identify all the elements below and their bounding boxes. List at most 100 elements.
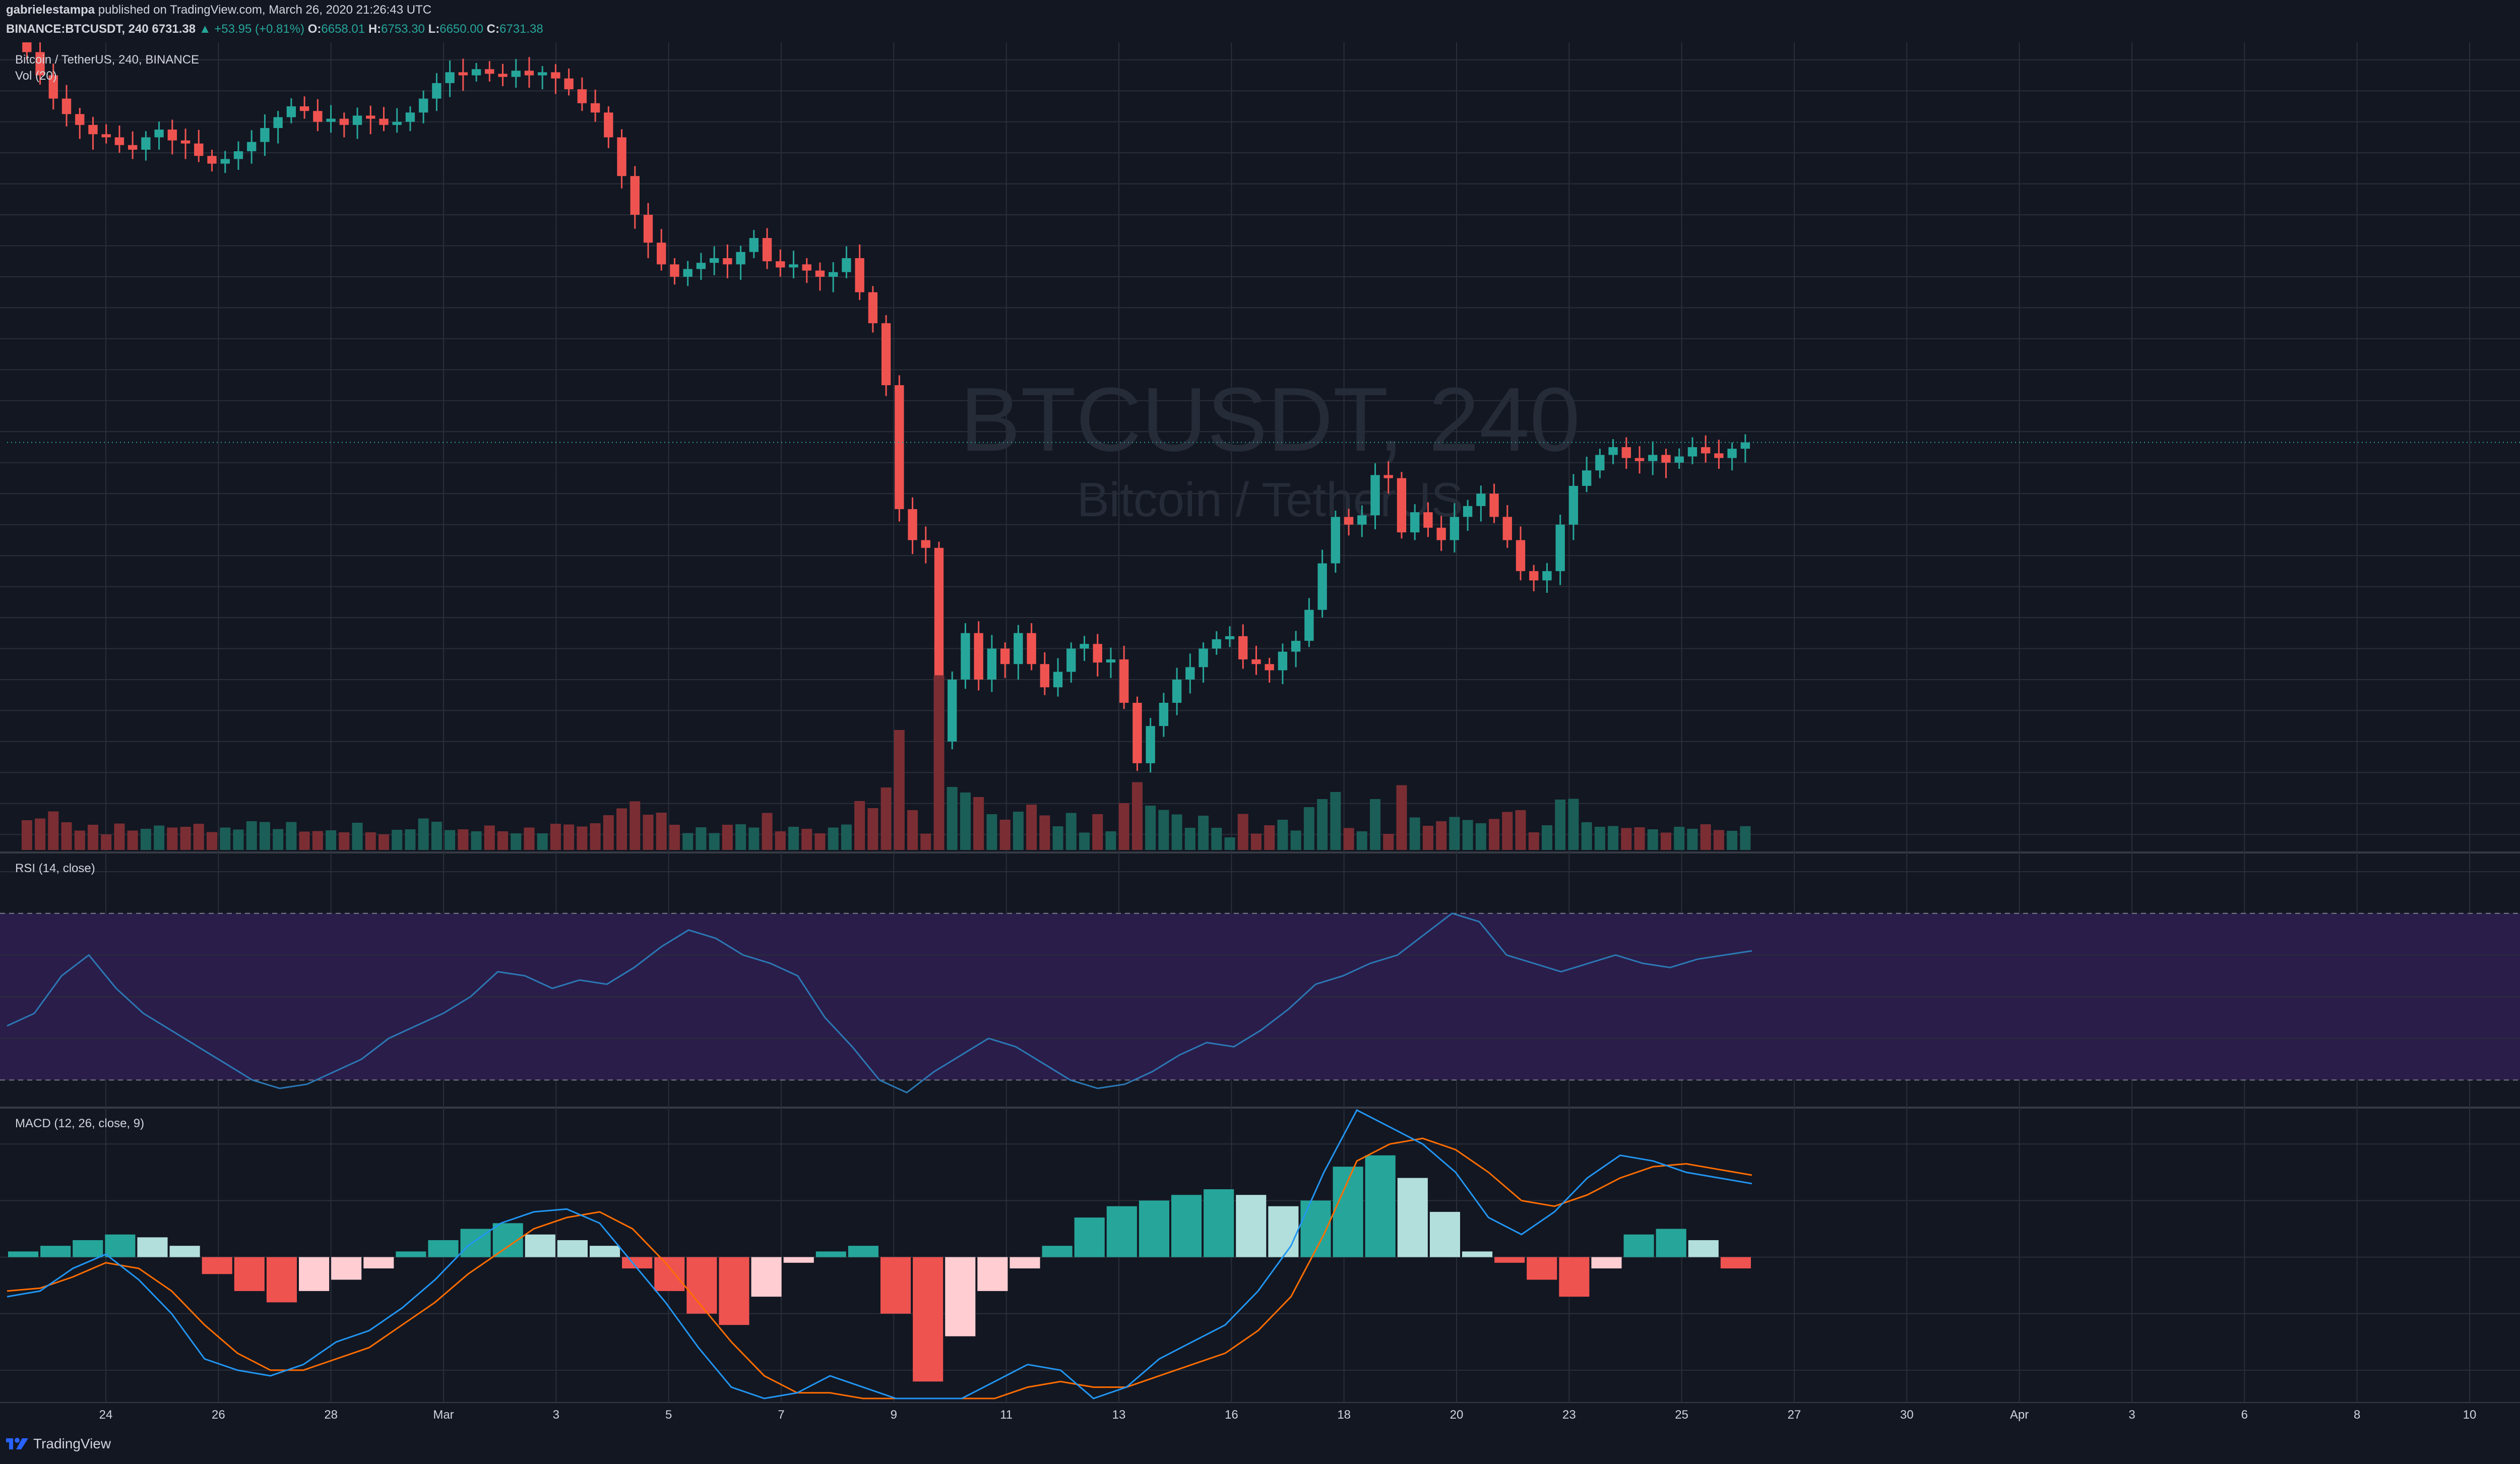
macd-histogram-bar	[40, 1246, 71, 1257]
candle-body	[1555, 524, 1565, 571]
volume-bar	[1303, 807, 1314, 850]
candle-body	[167, 130, 177, 141]
volume-bar	[1436, 821, 1447, 850]
time-axis-tick: 7	[778, 1408, 784, 1422]
macd-histogram-bar	[266, 1257, 297, 1303]
volume-bar	[405, 829, 416, 850]
author-name[interactable]: gabrielestampa	[6, 3, 95, 17]
volume-bar	[299, 831, 310, 850]
time-axis-tick: 5	[665, 1408, 672, 1422]
time-axis-tick: 16	[1225, 1408, 1238, 1422]
volume-bar	[445, 830, 456, 850]
candle-body	[1383, 475, 1393, 478]
volume-bar	[775, 831, 786, 850]
symbol-label: BINANCE:BTCUSDT, 240	[6, 22, 149, 36]
candle-body	[432, 83, 442, 99]
time-axis-tick: 3	[553, 1408, 559, 1422]
candle-body	[815, 270, 825, 277]
volume-bar	[709, 833, 720, 850]
time-axis-tick: 13	[1112, 1408, 1126, 1422]
volume-bar	[603, 815, 614, 850]
macd-histogram-bar	[590, 1246, 620, 1257]
candle-body	[749, 238, 759, 252]
candle-body	[1595, 455, 1605, 471]
candle-body	[1423, 512, 1433, 528]
candle-body	[1714, 453, 1724, 458]
macd-histogram-bar	[331, 1257, 362, 1280]
volume-bar	[48, 811, 59, 850]
volume-bar	[550, 824, 561, 850]
watermark-symbol: BTCUSDT, 240	[960, 369, 1580, 470]
volume-bar	[61, 822, 72, 850]
candle-body	[1053, 672, 1063, 688]
candle-body	[471, 69, 481, 76]
macd-histogram-bar	[202, 1257, 232, 1274]
time-axis-tick: 3	[2128, 1408, 2135, 1422]
candle-body	[247, 142, 257, 152]
time-axis-tick: Mar	[433, 1408, 454, 1422]
volume-bar	[1621, 828, 1632, 850]
time-axis-tick: 10	[2463, 1408, 2477, 1422]
volume-bar	[1330, 792, 1341, 850]
time-axis-tick: 23	[1562, 1408, 1576, 1422]
open-value: 6658.01	[321, 22, 365, 36]
candle-body	[723, 258, 732, 265]
macd-histogram-bar	[848, 1246, 878, 1257]
volume-bar	[1409, 817, 1420, 850]
volume-bar	[894, 730, 905, 850]
candle-body	[987, 648, 997, 680]
candle-body	[974, 633, 983, 680]
candle-body	[1265, 664, 1274, 670]
candle-body	[233, 151, 243, 159]
candle-body	[180, 140, 191, 144]
candle-body	[326, 118, 336, 122]
volume-bar	[1356, 831, 1367, 850]
volume-bar	[828, 827, 839, 850]
candle-body	[577, 89, 587, 103]
volume-bar	[1475, 823, 1486, 850]
candle-body	[1000, 648, 1010, 664]
candle-body	[1542, 571, 1552, 581]
close-label: C:	[486, 22, 499, 36]
macd-histogram-bar	[1042, 1246, 1073, 1257]
high-label: H:	[368, 22, 382, 36]
volume-bar	[1555, 800, 1566, 850]
candle-body	[1502, 517, 1512, 540]
macd-histogram-bar	[8, 1251, 39, 1257]
macd-label: MACD (12, 26, close, 9)	[15, 1117, 144, 1130]
volume-bar	[643, 815, 654, 850]
candle-body	[1251, 659, 1261, 664]
volume-bar	[801, 829, 812, 850]
price-chart[interactable]: 9200.009000.008800.008600.008400.008200.…	[0, 42, 2520, 1426]
time-axis-tick: 24	[99, 1408, 113, 1422]
volume-bar	[1634, 827, 1645, 850]
candle-body	[590, 103, 600, 113]
candle-body	[736, 252, 745, 265]
candle-body	[114, 137, 124, 145]
time-axis-tick: 8	[2354, 1408, 2360, 1422]
rsi-label: RSI (14, close)	[15, 862, 95, 875]
candle-body	[948, 679, 957, 742]
candle-body	[154, 130, 164, 138]
candle-body	[1634, 458, 1645, 461]
candle-body	[1397, 478, 1407, 533]
candle-body	[128, 145, 138, 150]
macd-histogram-bar	[1365, 1155, 1396, 1257]
candle-body	[1344, 517, 1354, 525]
volume-bar	[537, 833, 548, 850]
macd-histogram-bar	[299, 1257, 330, 1291]
candle-body	[1727, 449, 1737, 458]
volume-bar	[1661, 832, 1672, 850]
volume-bar	[339, 832, 350, 850]
candle-body	[1080, 644, 1089, 649]
time-axis-tick: 18	[1337, 1408, 1351, 1422]
volume-bar	[722, 825, 733, 850]
time-axis-tick: 20	[1450, 1408, 1464, 1422]
volume-bar	[682, 833, 694, 850]
candle-body	[709, 258, 719, 263]
candle-body	[1132, 703, 1142, 763]
volume-bar	[74, 830, 85, 850]
volume-bar	[577, 826, 588, 850]
tradingview-logo[interactable]: TradingView	[6, 1436, 111, 1452]
tradingview-icon	[6, 1438, 28, 1449]
